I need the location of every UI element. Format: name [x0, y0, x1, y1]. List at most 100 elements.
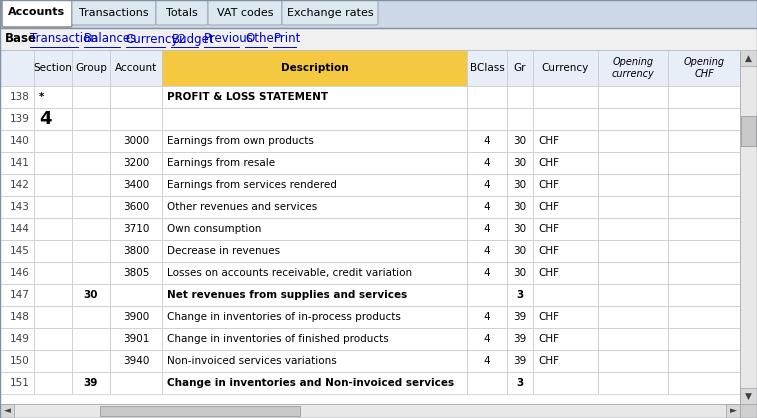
Text: 3900: 3900 [123, 312, 149, 322]
Bar [507, 284, 533, 306]
Bar [668, 240, 740, 262]
Text: 39: 39 [84, 378, 98, 388]
Bar [34, 284, 72, 306]
Bar [72, 306, 110, 328]
Text: 4: 4 [484, 356, 491, 366]
Bar [34, 262, 72, 284]
Text: ▲: ▲ [745, 54, 752, 63]
Text: Currency2: Currency2 [126, 33, 186, 46]
Bar [740, 50, 757, 66]
Bar [507, 50, 533, 86]
Text: CHF: CHF [538, 136, 559, 146]
Bar [34, 372, 72, 394]
Text: CHF: CHF [538, 158, 559, 168]
Bar [668, 328, 740, 350]
Text: 30: 30 [513, 268, 527, 278]
Text: VAT codes: VAT codes [217, 8, 273, 18]
Text: 30: 30 [513, 136, 527, 146]
Bar [0, 240, 34, 262]
Bar [0, 0, 757, 28]
Text: Earnings from services rendered: Earnings from services rendered [167, 180, 337, 190]
Text: CHF: CHF [538, 356, 559, 366]
FancyBboxPatch shape [156, 0, 208, 25]
Text: 30: 30 [84, 290, 98, 300]
Bar [598, 306, 668, 328]
Text: Change in inventories of in-process products: Change in inventories of in-process prod… [167, 312, 401, 322]
Bar [34, 86, 72, 108]
Bar [162, 218, 467, 240]
Text: 144: 144 [10, 224, 30, 234]
Bar [0, 306, 34, 328]
Text: 3901: 3901 [123, 334, 149, 344]
Bar [162, 152, 467, 174]
Bar [740, 50, 757, 404]
Text: Net revenues from supplies and services: Net revenues from supplies and services [167, 290, 407, 300]
Bar [467, 108, 507, 130]
Bar [0, 328, 34, 350]
Bar [598, 372, 668, 394]
Bar [0, 50, 740, 404]
Text: Transaction: Transaction [30, 33, 98, 46]
Text: 141: 141 [10, 158, 30, 168]
Bar [72, 240, 110, 262]
Bar [507, 174, 533, 196]
Bar [162, 108, 467, 130]
Bar [110, 196, 162, 218]
Bar [34, 196, 72, 218]
Bar [467, 240, 507, 262]
Bar [72, 130, 110, 152]
Bar [598, 152, 668, 174]
Text: 3805: 3805 [123, 268, 149, 278]
Bar [533, 350, 598, 372]
Text: 4: 4 [484, 202, 491, 212]
Text: 39: 39 [513, 334, 527, 344]
Bar [72, 262, 110, 284]
Bar [72, 284, 110, 306]
Bar [0, 50, 34, 86]
Bar [533, 218, 598, 240]
Bar [598, 284, 668, 306]
Text: Print: Print [273, 33, 301, 46]
Bar [0, 404, 740, 418]
Bar [162, 130, 467, 152]
Text: Group: Group [75, 63, 107, 73]
Text: 3400: 3400 [123, 180, 149, 190]
Bar [598, 108, 668, 130]
Bar [668, 130, 740, 152]
Text: 4: 4 [484, 136, 491, 146]
Bar [533, 196, 598, 218]
Bar [162, 50, 467, 86]
Bar [507, 152, 533, 174]
Text: 139: 139 [10, 114, 30, 124]
Bar [668, 108, 740, 130]
Bar [72, 50, 110, 86]
Bar [34, 306, 72, 328]
Bar [34, 130, 72, 152]
Text: 147: 147 [10, 290, 30, 300]
Text: 146: 146 [10, 268, 30, 278]
Bar [0, 284, 34, 306]
Text: CHF: CHF [538, 180, 559, 190]
Text: Base: Base [5, 33, 37, 46]
Text: 3: 3 [516, 378, 524, 388]
Bar [110, 372, 162, 394]
Bar [110, 262, 162, 284]
Text: 140: 140 [11, 136, 30, 146]
Bar [598, 174, 668, 196]
Bar [668, 86, 740, 108]
Bar [110, 50, 162, 86]
Bar [162, 350, 467, 372]
Bar [162, 240, 467, 262]
Text: 4: 4 [484, 246, 491, 256]
Bar [668, 262, 740, 284]
Text: Non-invoiced services variations: Non-invoiced services variations [167, 356, 337, 366]
Bar [110, 284, 162, 306]
Bar [533, 86, 598, 108]
Bar [0, 350, 34, 372]
Bar [162, 372, 467, 394]
Bar [467, 262, 507, 284]
Bar [507, 306, 533, 328]
Text: Other: Other [245, 33, 279, 46]
Bar [467, 350, 507, 372]
Text: BClass: BClass [469, 63, 504, 73]
